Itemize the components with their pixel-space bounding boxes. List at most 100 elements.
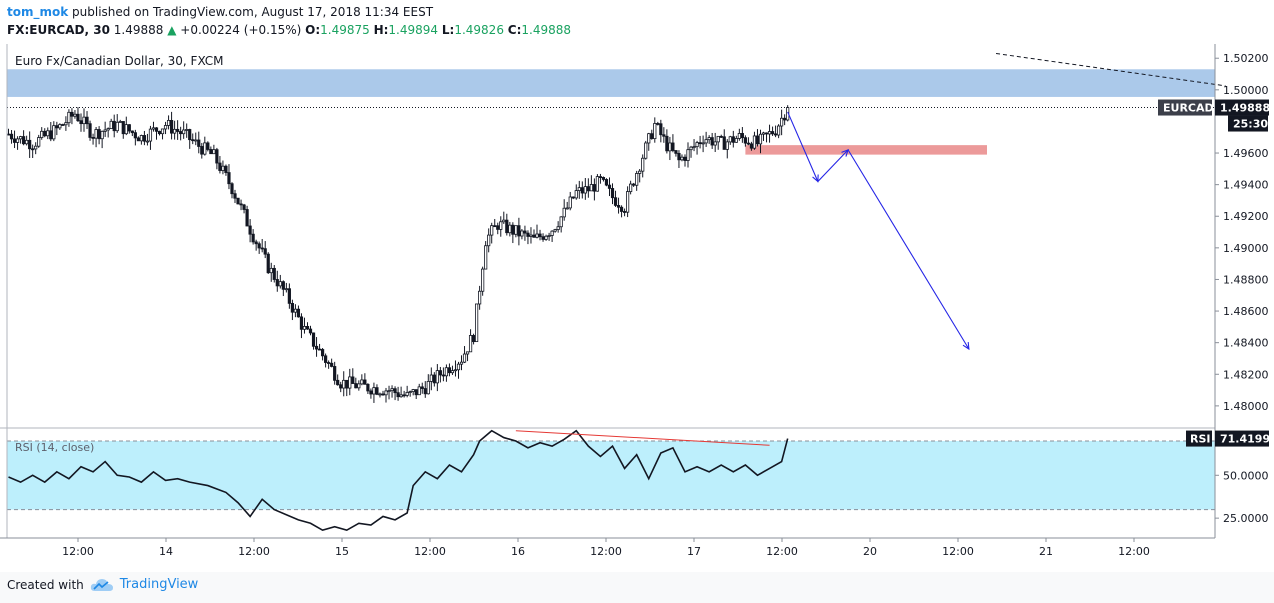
candle-body [441, 374, 445, 377]
candle-body [139, 135, 143, 142]
candle-body [215, 149, 219, 164]
candle-body [604, 179, 609, 186]
time-tick-label: 12:00 [414, 545, 446, 558]
candle-body [12, 138, 17, 143]
close-value: 1.49888 [521, 23, 572, 37]
candle [163, 121, 168, 135]
price-tick-label: 1.49000 [1223, 242, 1269, 255]
candle-body [547, 235, 551, 237]
candle [221, 160, 225, 175]
rsi-name-box [1186, 430, 1212, 447]
up-arrow-icon: ▲ [167, 23, 177, 37]
candle-body [689, 146, 693, 151]
candle-body [179, 131, 183, 135]
candle [278, 274, 282, 289]
candle-body [230, 183, 234, 195]
time-tick-label: 17 [687, 545, 701, 558]
candle [233, 189, 237, 204]
price-chart-svg[interactable]: 1.50200 1.50000 1.49600 1.49400 1.49200 1.490… [0, 44, 1274, 572]
candle [387, 385, 391, 400]
candle-body [777, 125, 781, 136]
candle-body [136, 137, 140, 142]
candle-body [770, 131, 775, 135]
candle [22, 130, 26, 146]
candle-body [411, 389, 415, 392]
candle [583, 177, 587, 200]
candle [547, 232, 551, 241]
price-tick-label: 1.48800 [1223, 273, 1269, 286]
candle-body [85, 116, 89, 125]
time-tick-label: 12:00 [238, 545, 270, 558]
candle [716, 135, 720, 150]
candle-body [396, 392, 400, 398]
candle [154, 127, 159, 140]
candle-body [683, 156, 687, 161]
candle [423, 381, 427, 398]
candle-body [70, 111, 74, 117]
candle [550, 230, 554, 242]
candle-body [269, 267, 273, 274]
candle [185, 123, 189, 138]
candle-body [435, 370, 439, 384]
candle [607, 177, 612, 197]
candle-body [266, 253, 270, 274]
candle-body [363, 379, 367, 385]
time-tick-label: 21 [1039, 545, 1053, 558]
candle [106, 127, 110, 138]
candle-body [526, 232, 530, 237]
candle [55, 121, 59, 136]
candle [82, 108, 86, 132]
tradingview-brand-link[interactable]: TradingView [119, 577, 199, 592]
candle [671, 134, 675, 153]
candle [145, 133, 150, 146]
candle [740, 127, 744, 143]
candle-body [737, 133, 741, 139]
price-tick-label: 1.49400 [1223, 179, 1269, 192]
candle [333, 361, 337, 385]
candle [85, 111, 89, 129]
candle [320, 347, 325, 361]
candle [133, 129, 137, 146]
candle-body [780, 117, 784, 127]
projection-arrowhead [812, 174, 819, 183]
candle [188, 128, 192, 149]
candle-body [254, 241, 258, 245]
candle-body [447, 367, 452, 374]
candle-body [589, 184, 593, 192]
candle [619, 205, 624, 218]
candle-body [635, 173, 639, 186]
candle [314, 337, 319, 357]
candle [151, 121, 156, 132]
candle-body [453, 369, 458, 372]
candle-body [82, 116, 86, 125]
candle-body [320, 349, 325, 357]
candle-body [656, 123, 660, 125]
candle-body [659, 123, 663, 136]
candle-body [76, 113, 80, 122]
candle-body [471, 335, 476, 343]
rsi-tick-label: 50.0000 [1223, 469, 1269, 482]
candle-body [339, 384, 343, 389]
rsi-name-label: RSI [1190, 433, 1211, 446]
candle-body [293, 308, 298, 313]
candle-body [544, 235, 548, 240]
quote-line: FX:EURCAD, 30 1.49888 ▲ +0.00224 (+0.15%… [7, 23, 571, 37]
candle-body [43, 130, 47, 137]
candle-body [665, 135, 669, 152]
candle-body [484, 245, 488, 270]
chart-area[interactable]: 1.50200 1.50000 1.49600 1.49400 1.49200 1.490… [0, 44, 1274, 572]
candle-body [426, 381, 430, 395]
candle-body [342, 379, 346, 389]
candle [777, 124, 781, 139]
candle-body [505, 219, 509, 234]
candle-body [610, 188, 615, 199]
candle [378, 392, 382, 398]
candle-body [317, 348, 322, 351]
candle [166, 115, 171, 130]
candle [281, 280, 285, 297]
author-link[interactable]: tom_mok [7, 5, 69, 19]
candle [242, 203, 246, 214]
candle [441, 367, 445, 382]
candle [577, 180, 581, 199]
candle-body [191, 139, 195, 142]
